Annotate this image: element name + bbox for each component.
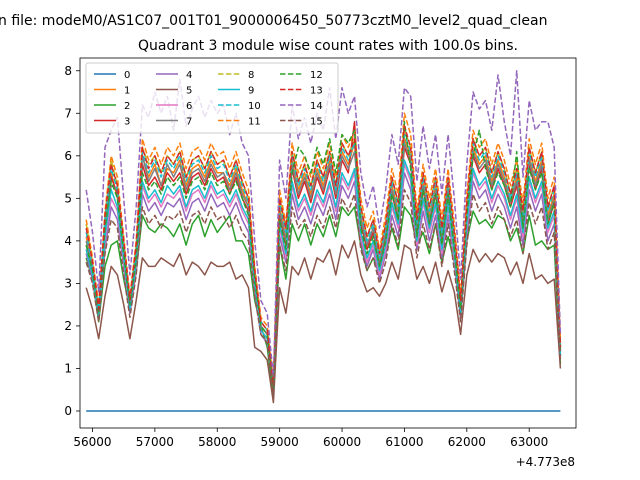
series-line-3: [85, 121, 562, 391]
x-tick-label: 59000: [261, 435, 299, 449]
legend-label-12: 12: [310, 70, 323, 81]
x-tick-label: 61000: [385, 435, 423, 449]
suptitle: n file: modeM0/AS1C07_001T01_9000006450_…: [0, 13, 547, 29]
legend-label-6: 6: [186, 101, 192, 112]
legend-label-9: 9: [248, 86, 254, 97]
legend-label-2: 2: [124, 101, 130, 112]
y-tick-label: 1: [64, 361, 72, 375]
legend-label-5: 5: [186, 86, 192, 97]
legend-label-15: 15: [310, 117, 323, 128]
series-line-6: [85, 163, 562, 391]
legend-label-4: 4: [186, 70, 192, 81]
y-tick-label: 8: [64, 64, 72, 78]
legend-box: [85, 62, 339, 134]
series-line-2: [85, 206, 562, 399]
series-line-9: [85, 159, 562, 391]
legend-label-7: 7: [186, 117, 192, 128]
x-axis: 56000 57000 58000 59000 60000 61000 62000 63000: [73, 428, 548, 449]
y-tick-label: 5: [64, 191, 72, 205]
x-tick-label: 63000: [510, 435, 548, 449]
x-tick-label: 56000: [73, 435, 111, 449]
y-tick-label: 4: [64, 234, 72, 248]
legend-label-13: 13: [310, 86, 323, 97]
x-offset-text: +4.773e8: [516, 455, 575, 469]
legend-label-1: 1: [124, 86, 130, 97]
y-tick-label: 7: [64, 106, 72, 120]
legend-label-3: 3: [124, 117, 130, 128]
chart-title: Quadrant 3 module wise count rates with …: [138, 38, 518, 54]
series-line-7: [85, 142, 562, 387]
y-tick-label: 2: [64, 319, 72, 333]
y-axis: 0 1 2 3 4 5 6 7 8: [64, 64, 80, 418]
legend-label-14: 14: [310, 101, 323, 112]
y-tick-label: 3: [64, 276, 72, 290]
series-line-5: [85, 240, 562, 404]
series-line-1: [85, 138, 562, 387]
plot-frame: [79, 57, 577, 429]
y-tick-label: 6: [64, 149, 72, 163]
series-line-10: [85, 133, 562, 387]
x-tick-label: 62000: [448, 435, 486, 449]
series-line-4: [85, 172, 562, 391]
y-tick-label: 0: [64, 404, 72, 418]
x-tick-label: 58000: [198, 435, 236, 449]
legend-label-0: 0: [124, 70, 130, 81]
x-tick-label: 57000: [136, 435, 174, 449]
x-tick-label: 60000: [323, 435, 361, 449]
legend-label-11: 11: [248, 117, 261, 128]
series-line-15: [85, 189, 562, 395]
legend-label-8: 8: [248, 70, 254, 81]
legend-label-10: 10: [248, 101, 261, 112]
series-line-12: [85, 121, 562, 391]
series-line-11: [85, 112, 562, 382]
series-line-13: [85, 125, 562, 387]
